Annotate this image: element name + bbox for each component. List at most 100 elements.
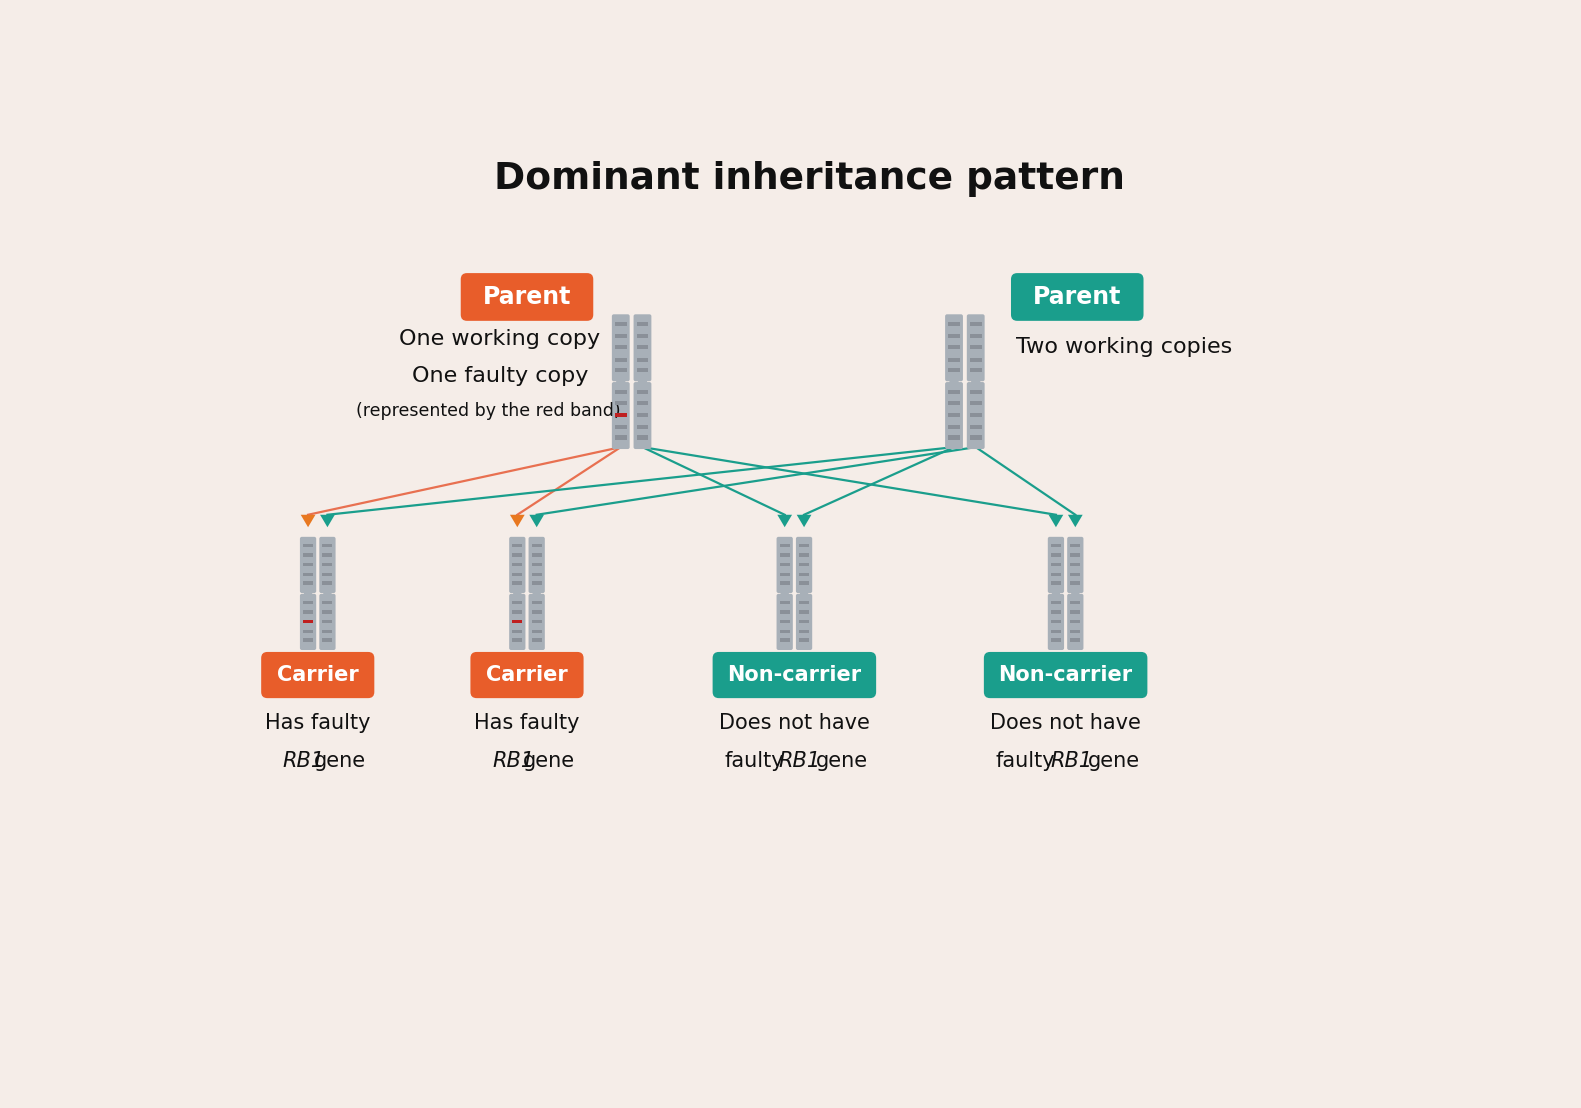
Bar bbox=[779, 630, 790, 634]
Bar bbox=[512, 619, 522, 623]
Bar bbox=[615, 334, 626, 338]
Bar bbox=[615, 345, 626, 349]
Bar bbox=[1070, 630, 1080, 634]
Bar bbox=[637, 345, 648, 349]
Bar bbox=[637, 368, 648, 372]
Text: gene: gene bbox=[313, 751, 365, 771]
Bar bbox=[969, 435, 982, 440]
Bar bbox=[512, 611, 522, 614]
Text: Has faulty: Has faulty bbox=[474, 712, 580, 732]
Text: Does not have: Does not have bbox=[719, 712, 870, 732]
Polygon shape bbox=[797, 515, 811, 527]
Bar bbox=[949, 368, 960, 372]
Bar bbox=[323, 630, 332, 634]
Bar bbox=[949, 401, 960, 406]
FancyBboxPatch shape bbox=[795, 536, 813, 593]
Text: faulty: faulty bbox=[724, 751, 784, 771]
Bar bbox=[949, 435, 960, 440]
Text: Carrier: Carrier bbox=[277, 665, 359, 685]
Bar bbox=[1070, 573, 1080, 576]
Bar bbox=[969, 390, 982, 394]
Bar bbox=[531, 638, 542, 642]
Bar bbox=[779, 544, 790, 547]
FancyBboxPatch shape bbox=[509, 536, 525, 593]
Bar bbox=[512, 563, 522, 566]
Bar bbox=[323, 638, 332, 642]
Text: Two working copies: Two working copies bbox=[1015, 337, 1232, 357]
Bar bbox=[1051, 630, 1061, 634]
Bar bbox=[531, 573, 542, 576]
Bar bbox=[1051, 544, 1061, 547]
FancyBboxPatch shape bbox=[617, 379, 626, 384]
Bar bbox=[1051, 582, 1061, 585]
Bar bbox=[1051, 638, 1061, 642]
Text: Non-carrier: Non-carrier bbox=[727, 665, 862, 685]
Bar bbox=[779, 582, 790, 585]
Bar bbox=[798, 630, 809, 634]
Bar bbox=[969, 412, 982, 417]
FancyBboxPatch shape bbox=[1010, 273, 1143, 321]
Bar bbox=[779, 553, 790, 556]
Polygon shape bbox=[778, 515, 792, 527]
FancyBboxPatch shape bbox=[776, 594, 792, 650]
Bar bbox=[949, 345, 960, 349]
FancyBboxPatch shape bbox=[983, 652, 1148, 698]
FancyBboxPatch shape bbox=[945, 382, 963, 449]
FancyBboxPatch shape bbox=[1067, 594, 1083, 650]
Bar bbox=[304, 630, 313, 634]
Bar bbox=[637, 390, 648, 394]
Text: RB1: RB1 bbox=[492, 751, 534, 771]
Polygon shape bbox=[319, 515, 335, 527]
FancyBboxPatch shape bbox=[1048, 594, 1064, 650]
Bar bbox=[615, 358, 626, 361]
Bar bbox=[512, 638, 522, 642]
Bar bbox=[531, 619, 542, 623]
FancyBboxPatch shape bbox=[319, 536, 335, 593]
Text: One working copy: One working copy bbox=[400, 329, 601, 349]
Bar bbox=[531, 601, 542, 604]
FancyBboxPatch shape bbox=[1051, 591, 1061, 596]
Bar bbox=[615, 412, 626, 417]
Bar bbox=[798, 619, 809, 623]
FancyBboxPatch shape bbox=[533, 591, 541, 596]
Text: Parent: Parent bbox=[1032, 285, 1121, 309]
Bar bbox=[1051, 563, 1061, 566]
Bar bbox=[969, 368, 982, 372]
FancyBboxPatch shape bbox=[1072, 591, 1080, 596]
Bar bbox=[531, 582, 542, 585]
Bar bbox=[779, 611, 790, 614]
Bar bbox=[304, 563, 313, 566]
Bar bbox=[1070, 553, 1080, 556]
FancyBboxPatch shape bbox=[471, 652, 583, 698]
Bar bbox=[1051, 573, 1061, 576]
Bar bbox=[304, 611, 313, 614]
Bar bbox=[637, 401, 648, 406]
Bar bbox=[637, 425, 648, 430]
Bar bbox=[512, 582, 522, 585]
Bar bbox=[323, 619, 332, 623]
Text: RB1: RB1 bbox=[1050, 751, 1092, 771]
Bar bbox=[512, 553, 522, 556]
Polygon shape bbox=[511, 515, 525, 527]
Bar bbox=[969, 401, 982, 406]
Bar bbox=[531, 611, 542, 614]
FancyBboxPatch shape bbox=[1048, 536, 1064, 593]
Bar bbox=[798, 601, 809, 604]
Text: RB1: RB1 bbox=[779, 751, 821, 771]
FancyBboxPatch shape bbox=[612, 382, 629, 449]
FancyBboxPatch shape bbox=[460, 273, 593, 321]
Bar bbox=[323, 553, 332, 556]
Polygon shape bbox=[1067, 515, 1083, 527]
Bar bbox=[1070, 611, 1080, 614]
Text: gene: gene bbox=[1088, 751, 1140, 771]
Bar bbox=[798, 553, 809, 556]
Bar bbox=[615, 425, 626, 430]
Bar bbox=[1070, 582, 1080, 585]
FancyBboxPatch shape bbox=[800, 591, 808, 596]
Bar bbox=[1070, 601, 1080, 604]
Bar bbox=[531, 563, 542, 566]
Text: RB1: RB1 bbox=[283, 751, 324, 771]
Bar bbox=[512, 573, 522, 576]
Bar bbox=[1070, 544, 1080, 547]
Bar bbox=[637, 358, 648, 361]
